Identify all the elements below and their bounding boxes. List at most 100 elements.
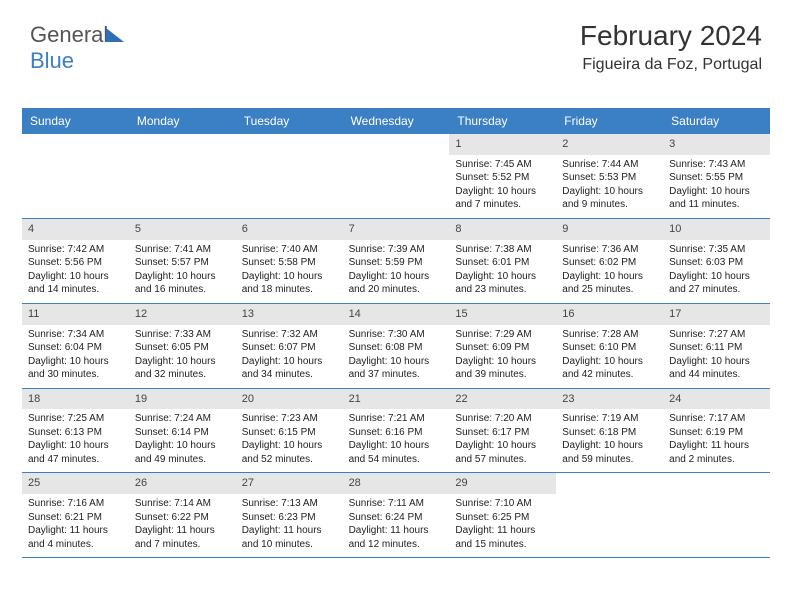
sunset-text: Sunset: 5:57 PM: [135, 256, 230, 270]
calendar-header-cell: Saturday: [663, 108, 770, 134]
calendar-day-cell: 26Sunrise: 7:14 AMSunset: 6:22 PMDayligh…: [129, 473, 236, 557]
calendar-day-cell: 10Sunrise: 7:35 AMSunset: 6:03 PMDayligh…: [663, 219, 770, 303]
calendar-day-cell: 13Sunrise: 7:32 AMSunset: 6:07 PMDayligh…: [236, 304, 343, 388]
calendar-day-cell: [663, 473, 770, 557]
day-number: 12: [129, 304, 236, 325]
daylight-text: Daylight: 10 hours and 20 minutes.: [349, 270, 444, 297]
sunrise-text: Sunrise: 7:27 AM: [669, 328, 764, 342]
calendar-header-cell: Wednesday: [343, 108, 450, 134]
daylight-text: Daylight: 10 hours and 11 minutes.: [669, 185, 764, 212]
sunset-text: Sunset: 5:56 PM: [28, 256, 123, 270]
brand-triangle-icon: [106, 28, 124, 42]
day-number: 13: [236, 304, 343, 325]
daylight-text: Daylight: 10 hours and 47 minutes.: [28, 439, 123, 466]
daylight-text: Daylight: 10 hours and 7 minutes.: [455, 185, 550, 212]
calendar-header-row: SundayMondayTuesdayWednesdayThursdayFrid…: [22, 108, 770, 134]
sunrise-text: Sunrise: 7:33 AM: [135, 328, 230, 342]
sunset-text: Sunset: 5:59 PM: [349, 256, 444, 270]
sunset-text: Sunset: 6:19 PM: [669, 426, 764, 440]
daylight-text: Daylight: 10 hours and 23 minutes.: [455, 270, 550, 297]
calendar-day-cell: 1 Sunrise: 7:45 AMSunset: 5:52 PMDaylight…: [449, 134, 556, 218]
daylight-text: Daylight: 11 hours and 12 minutes.: [349, 524, 444, 551]
day-number: 21: [343, 389, 450, 410]
daylight-text: Daylight: 10 hours and 25 minutes.: [562, 270, 657, 297]
daylight-text: Daylight: 10 hours and 16 minutes.: [135, 270, 230, 297]
sunrise-text: Sunrise: 7:16 AM: [28, 497, 123, 511]
sunrise-text: Sunrise: 7:19 AM: [562, 412, 657, 426]
sunrise-text: Sunrise: 7:43 AM: [669, 158, 764, 172]
calendar-day-cell: 14Sunrise: 7:30 AMSunset: 6:08 PMDayligh…: [343, 304, 450, 388]
day-number: 2: [556, 134, 663, 155]
day-number: 25: [22, 473, 129, 494]
calendar-header-cell: Thursday: [449, 108, 556, 134]
calendar: SundayMondayTuesdayWednesdayThursdayFrid…: [22, 108, 770, 558]
daylight-text: Daylight: 10 hours and 32 minutes.: [135, 355, 230, 382]
sunrise-text: Sunrise: 7:44 AM: [562, 158, 657, 172]
day-number: 19: [129, 389, 236, 410]
calendar-day-cell: 5 Sunrise: 7:41 AMSunset: 5:57 PMDaylight…: [129, 219, 236, 303]
calendar-day-cell: 21Sunrise: 7:21 AMSunset: 6:16 PMDayligh…: [343, 389, 450, 473]
calendar-day-cell: 8Sunrise: 7:38 AMSunset: 6:01 PMDaylight…: [449, 219, 556, 303]
daylight-text: Daylight: 10 hours and 30 minutes.: [28, 355, 123, 382]
daylight-text: Daylight: 10 hours and 57 minutes.: [455, 439, 550, 466]
daylight-text: Daylight: 10 hours and 27 minutes.: [669, 270, 764, 297]
sunset-text: Sunset: 6:04 PM: [28, 341, 123, 355]
sunset-text: Sunset: 6:09 PM: [455, 341, 550, 355]
sunrise-text: Sunrise: 7:36 AM: [562, 243, 657, 257]
sunrise-text: Sunrise: 7:24 AM: [135, 412, 230, 426]
day-number: 28: [343, 473, 450, 494]
day-number: 4: [22, 219, 129, 240]
calendar-day-cell: 4Sunrise: 7:42 AMSunset: 5:56 PMDaylight…: [22, 219, 129, 303]
calendar-day-cell: 15Sunrise: 7:29 AMSunset: 6:09 PMDayligh…: [449, 304, 556, 388]
sunset-text: Sunset: 6:01 PM: [455, 256, 550, 270]
day-number: 17: [663, 304, 770, 325]
sunrise-text: Sunrise: 7:28 AM: [562, 328, 657, 342]
sunrise-text: Sunrise: 7:38 AM: [455, 243, 550, 257]
sunrise-text: Sunrise: 7:40 AM: [242, 243, 337, 257]
calendar-day-cell: 24Sunrise: 7:17 AMSunset: 6:19 PMDayligh…: [663, 389, 770, 473]
sunset-text: Sunset: 6:18 PM: [562, 426, 657, 440]
sunset-text: Sunset: 6:24 PM: [349, 511, 444, 525]
calendar-day-cell: [556, 473, 663, 557]
month-title: February 2024: [580, 20, 762, 52]
calendar-day-cell: 17Sunrise: 7:27 AMSunset: 6:11 PMDayligh…: [663, 304, 770, 388]
day-number: 15: [449, 304, 556, 325]
sunset-text: Sunset: 6:22 PM: [135, 511, 230, 525]
calendar-day-cell: [343, 134, 450, 218]
sunset-text: Sunset: 5:52 PM: [455, 171, 550, 185]
sunrise-text: Sunrise: 7:34 AM: [28, 328, 123, 342]
sunrise-text: Sunrise: 7:14 AM: [135, 497, 230, 511]
calendar-week-row: 11Sunrise: 7:34 AMSunset: 6:04 PMDayligh…: [22, 304, 770, 389]
calendar-header-cell: Tuesday: [236, 108, 343, 134]
calendar-day-cell: 12Sunrise: 7:33 AMSunset: 6:05 PMDayligh…: [129, 304, 236, 388]
calendar-day-cell: 3Sunrise: 7:43 AMSunset: 5:55 PMDaylight…: [663, 134, 770, 218]
daylight-text: Daylight: 10 hours and 44 minutes.: [669, 355, 764, 382]
day-number: 1: [449, 134, 556, 155]
day-number: 5: [129, 219, 236, 240]
calendar-body: 1Sunrise: 7:45 AMSunset: 5:52 PMDaylight…: [22, 134, 770, 558]
sunrise-text: Sunrise: 7:45 AM: [455, 158, 550, 172]
day-number: 22: [449, 389, 556, 410]
calendar-day-cell: 9Sunrise: 7:36 AMSunset: 6:02 PMDaylight…: [556, 219, 663, 303]
daylight-text: Daylight: 11 hours and 2 minutes.: [669, 439, 764, 466]
day-number: 6: [236, 219, 343, 240]
day-number: 3: [663, 134, 770, 155]
daylight-text: Daylight: 10 hours and 39 minutes.: [455, 355, 550, 382]
calendar-header-cell: Friday: [556, 108, 663, 134]
sunset-text: Sunset: 6:07 PM: [242, 341, 337, 355]
brand-part2: Blue: [30, 48, 74, 73]
day-number: 20: [236, 389, 343, 410]
calendar-day-cell: [236, 134, 343, 218]
daylight-text: Daylight: 11 hours and 4 minutes.: [28, 524, 123, 551]
calendar-day-cell: 2Sunrise: 7:44 AMSunset: 5:53 PMDaylight…: [556, 134, 663, 218]
day-number: 23: [556, 389, 663, 410]
sunrise-text: Sunrise: 7:35 AM: [669, 243, 764, 257]
sunrise-text: Sunrise: 7:23 AM: [242, 412, 337, 426]
calendar-day-cell: 7Sunrise: 7:39 AMSunset: 5:59 PMDaylight…: [343, 219, 450, 303]
sunrise-text: Sunrise: 7:42 AM: [28, 243, 123, 257]
daylight-text: Daylight: 10 hours and 9 minutes.: [562, 185, 657, 212]
calendar-day-cell: 25Sunrise: 7:16 AMSunset: 6:21 PMDayligh…: [22, 473, 129, 557]
sunset-text: Sunset: 6:14 PM: [135, 426, 230, 440]
sunrise-text: Sunrise: 7:32 AM: [242, 328, 337, 342]
sunrise-text: Sunrise: 7:41 AM: [135, 243, 230, 257]
